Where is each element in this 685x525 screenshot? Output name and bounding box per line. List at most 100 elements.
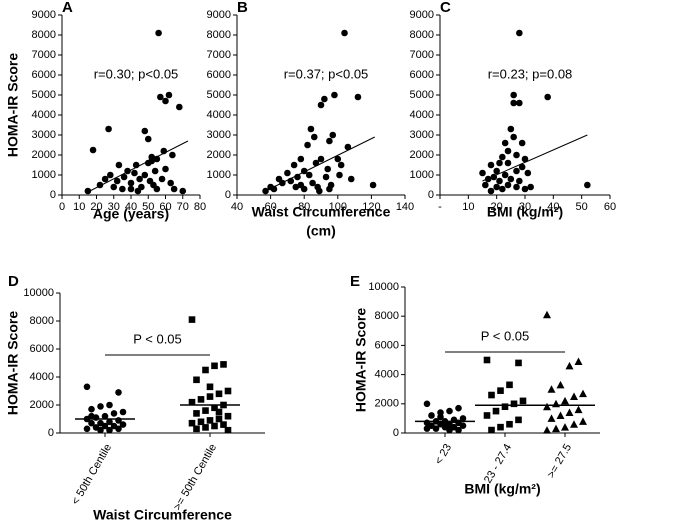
point [97,403,104,410]
point [307,125,315,133]
y-axis-label: HOMA-IR Score [353,308,369,412]
point [329,131,337,139]
annotation: P < 0.05 [133,331,182,346]
y-axis-label: HOMA-IR Score [5,53,21,157]
point [317,101,325,109]
y-tick-label: 2000 [207,149,231,161]
point [88,419,95,427]
point [162,97,169,105]
y-tick-label: 9000 [32,9,56,21]
point [316,187,323,195]
point [89,146,97,154]
point [297,155,305,163]
point [455,404,462,412]
point [202,424,209,431]
point [262,187,269,195]
point [515,416,522,424]
point [113,177,121,185]
x-tick-label: 120 [362,201,380,213]
y-tick-label: 4000 [207,109,231,121]
point [331,91,338,99]
x-tick-label: 40 [125,201,137,213]
point [141,171,149,179]
point [556,380,565,389]
x-tick-label: 0 [59,201,65,213]
point [193,425,200,433]
point [215,408,223,416]
point [220,361,227,368]
point [423,400,431,408]
point [290,161,298,169]
point [516,29,523,37]
point [501,171,509,179]
point [211,362,218,370]
point [110,183,118,191]
y-tick-label: 5000 [410,89,434,101]
point [119,408,127,416]
panel-letter: D [8,273,19,290]
point [158,175,166,183]
point [337,161,345,169]
y-tick-label: 6000 [30,343,54,355]
x-tick-label: 80 [298,201,310,213]
point [101,175,109,183]
point [513,183,520,191]
x-tick-label: < 23 [433,442,454,467]
point [119,185,126,193]
y-tick-label: 5000 [32,89,56,101]
y-tick-label: 3000 [207,129,231,141]
point [516,177,523,185]
point [570,392,578,400]
y-tick-label: 1000 [207,169,231,181]
point [479,169,486,177]
y-tick-label: 7000 [207,49,231,61]
point [483,356,491,364]
y-tick-label: 2000 [30,399,54,411]
point [499,153,506,161]
point [515,359,522,367]
point [504,159,512,167]
panel-letter: C [440,0,451,16]
point [107,171,114,179]
point [83,425,91,433]
point [459,422,467,430]
point [96,181,104,189]
point [153,185,161,193]
point [197,396,205,403]
x-axis-label: Waist Circumference [252,204,391,220]
point [347,175,355,183]
point [202,366,209,374]
point [220,421,227,428]
point [193,410,200,417]
point [516,99,523,107]
point [369,181,377,189]
point [115,161,123,169]
x-tick-label: 10 [462,201,474,213]
point [309,179,316,187]
x-tick-label: 30 [519,201,531,213]
point [565,408,574,417]
point [496,177,503,185]
point [483,412,491,419]
point [132,161,140,169]
point [206,417,214,424]
y-tick-label: 2000 [375,398,399,410]
point [484,175,492,183]
panel-letter: A [62,0,73,16]
x-tick-label: 40 [547,201,559,213]
y-tick-label: 0 [50,189,56,201]
y-tick-label: 3000 [410,129,434,141]
point [119,421,127,428]
y-tick-label: 0 [428,189,434,201]
y-tick-label: 2000 [410,149,434,161]
x-tick-label: 100 [329,201,347,213]
y-tick-label: 6000 [410,69,434,81]
point [193,376,200,384]
point [160,147,168,155]
point [561,423,569,431]
point [124,167,131,175]
point [543,310,551,319]
point [490,173,498,181]
point [317,155,325,163]
